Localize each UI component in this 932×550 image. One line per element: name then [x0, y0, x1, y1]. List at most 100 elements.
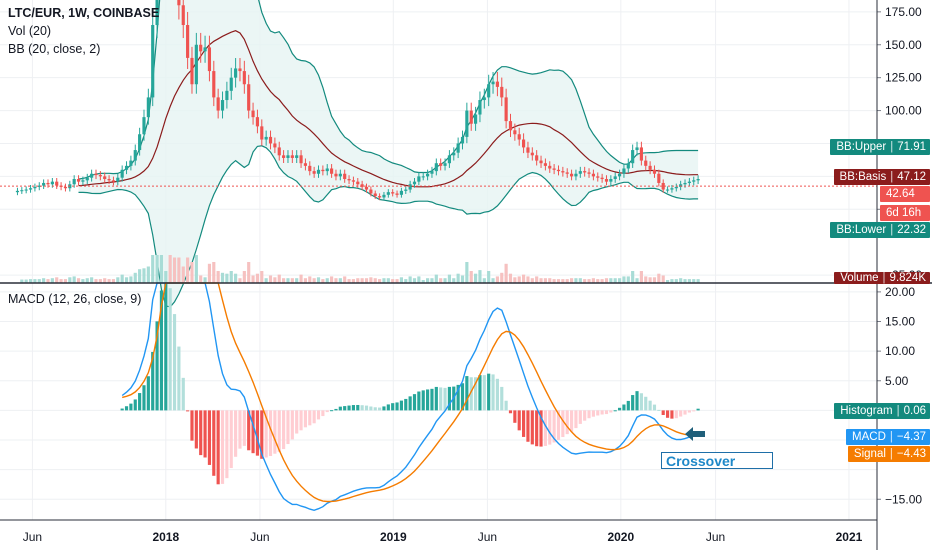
volume-bar	[696, 279, 700, 283]
candle-body	[587, 172, 591, 174]
volume-bar	[286, 278, 290, 283]
volume-bar	[360, 278, 364, 283]
bb-upper-line	[78, 0, 699, 180]
volume-bar	[569, 278, 574, 283]
macd-histogram-bar	[556, 410, 561, 440]
candle-body	[229, 77, 233, 91]
candle-body	[535, 155, 539, 161]
candle-body	[46, 182, 50, 185]
candle-body	[670, 188, 674, 190]
macd-histogram-bar	[522, 410, 526, 437]
bollinger-indicator-label[interactable]: BB (20, close, 2)	[8, 42, 101, 56]
volume-bar	[321, 279, 325, 283]
volume-bar	[613, 278, 617, 283]
macd-histogram-bar	[500, 386, 504, 411]
macd-histogram-bar	[661, 410, 665, 415]
candle-body	[303, 163, 308, 166]
volume-bar	[129, 276, 133, 283]
symbol-title[interactable]: LTC/EUR, 1W, COINBASE	[8, 6, 160, 20]
macd-histogram-bar	[229, 410, 233, 469]
macd-histogram-bar	[565, 410, 569, 435]
volume-bar	[24, 279, 28, 283]
volume-bar	[373, 278, 377, 283]
candle-body	[439, 163, 443, 166]
bb-basis-label: BB:Basis	[839, 171, 887, 183]
candle-body	[378, 196, 382, 198]
volume-bar	[404, 279, 408, 283]
candle-body	[24, 189, 28, 191]
macd-histogram-bar	[238, 410, 242, 449]
candle-body	[417, 176, 421, 182]
candle-body	[578, 171, 582, 174]
candle-body	[242, 71, 246, 85]
macd-histogram-bar	[517, 410, 521, 431]
candle-body	[295, 155, 299, 158]
volume-bar	[626, 276, 630, 283]
macd-histogram-bar	[308, 410, 312, 426]
candle-body	[395, 193, 399, 195]
volume-bar	[168, 255, 172, 283]
macd-histogram-bar	[535, 410, 539, 447]
candle-body	[107, 179, 111, 181]
macd-histogram-bar	[216, 410, 220, 485]
arrow-left-icon[interactable]	[683, 425, 707, 443]
volume-indicator-label[interactable]: Vol (20)	[8, 24, 52, 38]
candle-body	[103, 176, 107, 180]
volume-bar	[46, 279, 50, 283]
volume-bar	[107, 279, 111, 283]
macd-histogram-bar	[465, 376, 469, 411]
candle-body	[430, 171, 434, 174]
candle-body	[626, 163, 630, 169]
crossover-annotation[interactable]: Crossover	[661, 452, 773, 469]
volume-bar	[151, 255, 155, 283]
candle-body	[116, 177, 120, 182]
macd-histogram-bar	[155, 321, 159, 411]
candle-body	[661, 182, 665, 190]
macd-histogram-bar	[181, 377, 185, 411]
volume-bar	[382, 278, 386, 283]
volume-bar	[81, 279, 85, 283]
candle-body	[382, 194, 386, 198]
macd-tick-label: −15.00	[885, 492, 922, 506]
macd-histogram-bar	[138, 393, 142, 411]
volume-bar	[465, 262, 469, 283]
candle-body	[683, 182, 687, 185]
macd-histogram-bar	[670, 410, 674, 419]
volume-bar	[552, 279, 556, 283]
volume-bar	[456, 273, 460, 283]
candle-body	[600, 177, 604, 180]
candle-body	[465, 110, 469, 137]
macd-histogram-bar	[303, 410, 308, 428]
volume-bar	[399, 277, 403, 283]
macd-histogram-bar	[373, 407, 377, 411]
macd-histogram-bar	[434, 386, 438, 411]
candle-body	[347, 179, 351, 181]
candle-body	[583, 171, 587, 173]
macd-histogram-bar	[665, 410, 670, 418]
candle-body	[500, 86, 504, 98]
candle-body	[351, 180, 355, 182]
bb-basis-value: 47.12	[897, 171, 926, 183]
volume-bar	[225, 273, 229, 283]
macd-histogram-bar	[325, 410, 329, 413]
macd-histogram-bar	[151, 351, 155, 411]
macd-indicator-label[interactable]: MACD (12, 26, close, 9)	[8, 292, 142, 306]
candle-body	[443, 163, 447, 166]
macd-histogram-bar	[482, 375, 486, 411]
bb-upper-tag: BB:Upper | 71.91	[830, 139, 930, 155]
candle-body	[373, 193, 377, 197]
candle-body	[434, 163, 438, 172]
macd-histogram-bar	[255, 410, 260, 456]
price-tick-label: 175.00	[885, 5, 922, 19]
macd-histogram-bar	[382, 406, 386, 411]
volume-bar	[37, 279, 41, 283]
candle-body	[321, 169, 325, 172]
macd-histogram-bar	[648, 400, 652, 411]
volume-bar	[251, 275, 255, 283]
histogram-value: 0.06	[903, 405, 926, 417]
candle-body	[543, 163, 547, 166]
volume-bar	[408, 276, 412, 283]
volume-bar	[439, 278, 443, 283]
candle-body	[238, 68, 242, 72]
